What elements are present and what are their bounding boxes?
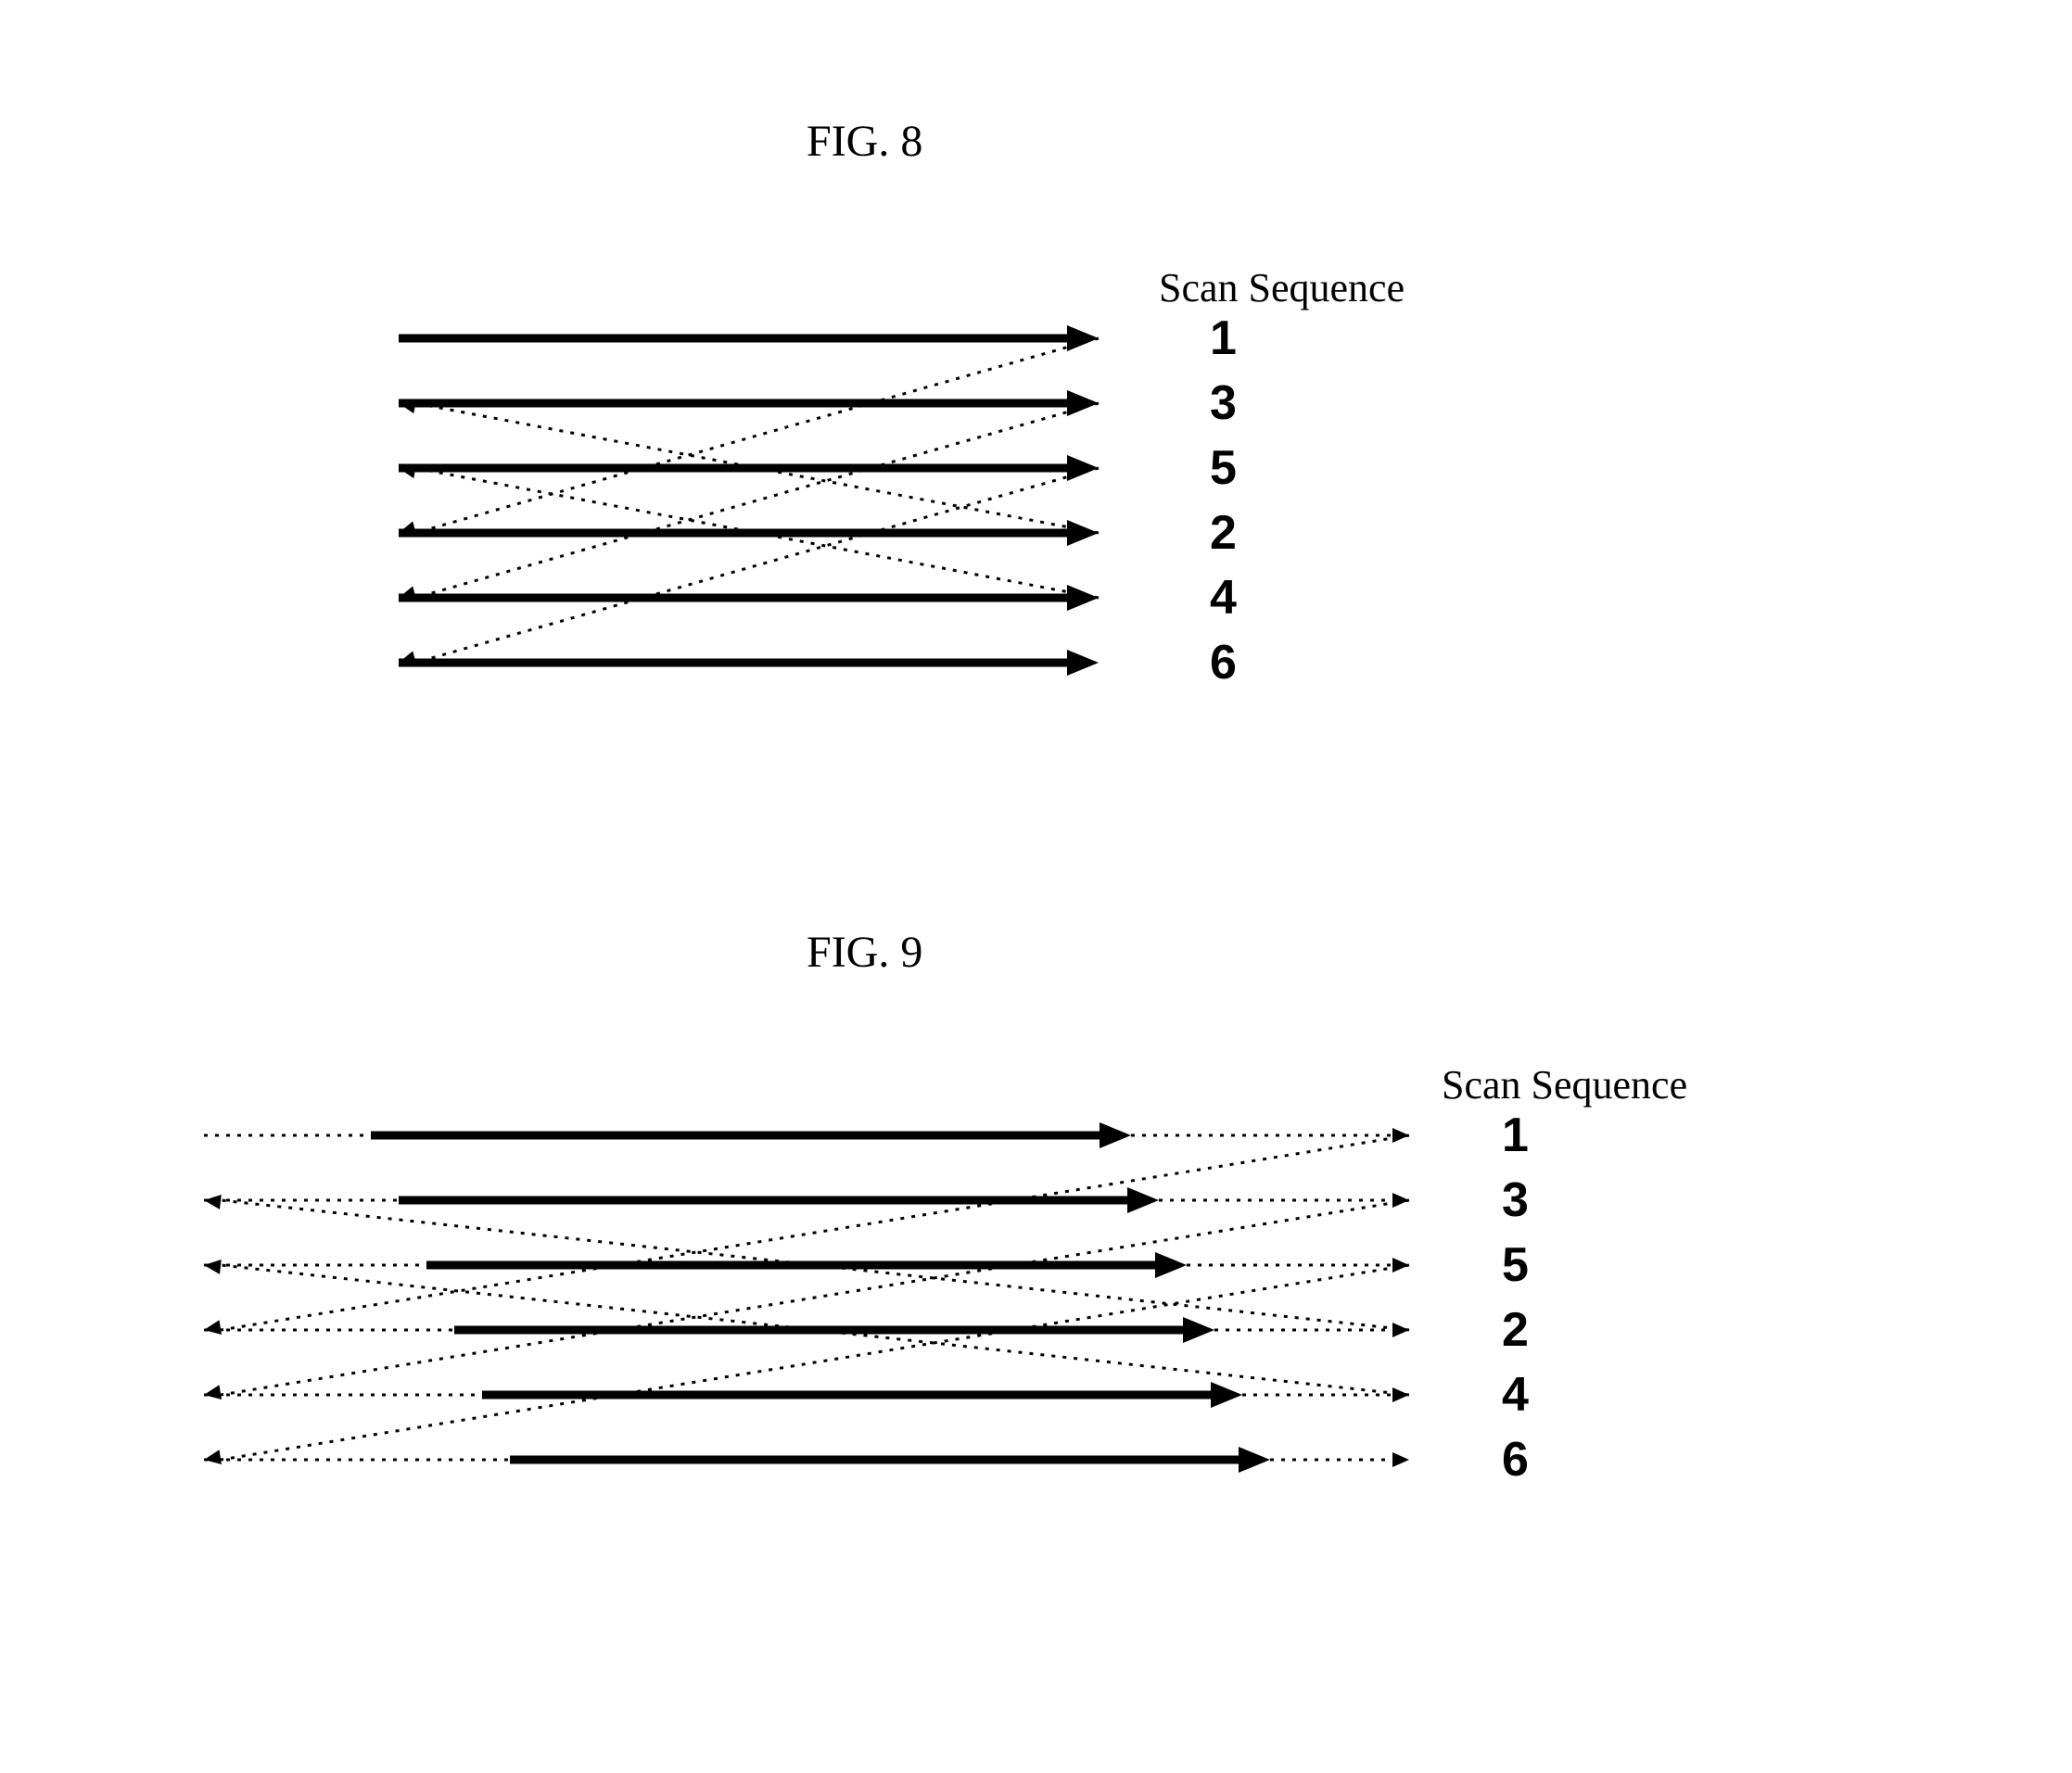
page-root: { "canvas": { "width": 2235, "height": 1… — [0, 0, 2072, 1773]
fig9-diagram — [0, 0, 2072, 1773]
fig9-seq-num-2: 5 — [1502, 1237, 1529, 1293]
fig9-seq-num-1: 3 — [1502, 1172, 1529, 1228]
fig9-seq-num-5: 6 — [1502, 1432, 1529, 1488]
fig9-seq-num-0: 1 — [1502, 1108, 1529, 1163]
fig9-seq-num-3: 2 — [1502, 1302, 1529, 1358]
fig9-seq-num-4: 4 — [1502, 1367, 1529, 1423]
